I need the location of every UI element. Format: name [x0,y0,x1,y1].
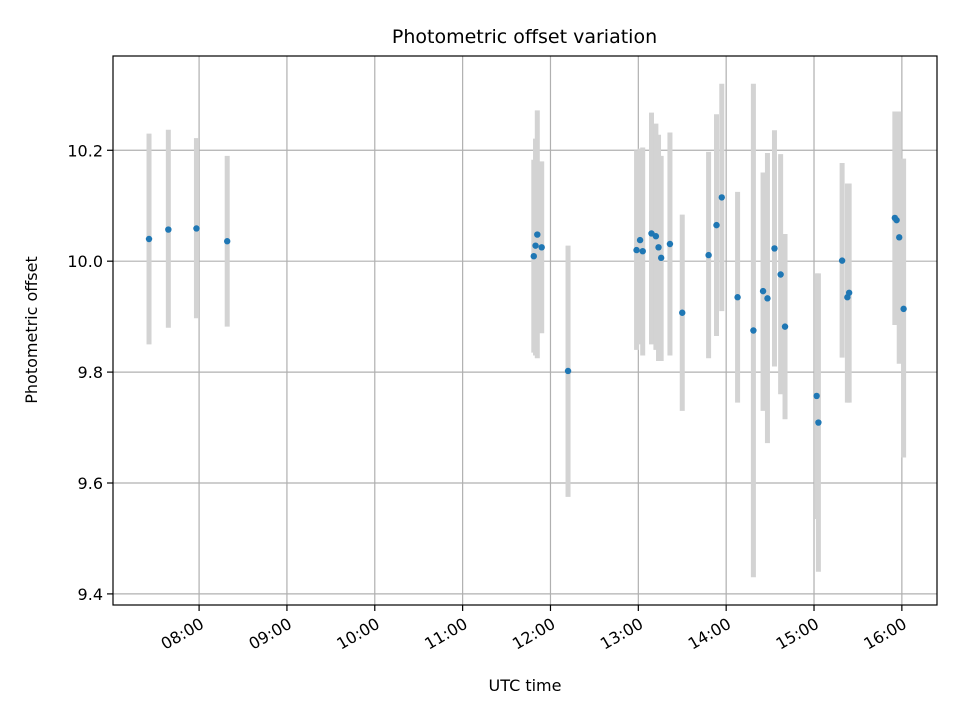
y-tick-label: 9.4 [78,585,103,604]
data-point [657,254,665,262]
y-tick-label: 9.6 [78,474,103,493]
data-point [813,392,820,400]
y-axis-ticks: 9.4 9.6 9.8 10.0 10.2 [67,141,113,604]
x-axis-label: UTC time [489,676,562,695]
plot-frame [112,55,938,606]
data-point [532,242,539,249]
data-point [530,252,537,260]
data-point [759,287,767,295]
data-point [564,367,572,375]
data-point [718,194,725,201]
data-point [193,225,200,232]
data-point [165,226,172,233]
data-point [145,235,153,243]
chart-title: Photometric offset variation [392,26,657,48]
data-point [777,271,784,278]
data-point [534,231,541,238]
data-point [538,244,545,251]
data-point [838,257,846,264]
data-point [734,294,741,301]
data-point [900,305,907,313]
data-point [655,244,662,251]
data-point [636,236,644,244]
data-point [652,233,660,240]
data-point [224,238,231,245]
y-axis-label: Photometric offset [22,256,41,404]
data-point [633,246,640,254]
data-point [750,327,757,334]
data-point [666,240,674,248]
grid-lines [113,56,937,605]
data-point [815,419,822,426]
data-points [145,194,907,426]
data-point [705,251,712,259]
data-point [845,289,853,296]
data-point [771,245,778,252]
data-point [893,216,900,224]
data-point [713,221,720,229]
data-point [679,309,686,316]
y-tick-label: 10.2 [67,141,103,160]
data-point [764,295,771,302]
data-point [639,248,646,255]
data-point [896,234,903,241]
y-tick-label: 9.8 [78,363,103,382]
data-point [781,323,789,330]
y-tick-label: 10.0 [67,252,103,271]
